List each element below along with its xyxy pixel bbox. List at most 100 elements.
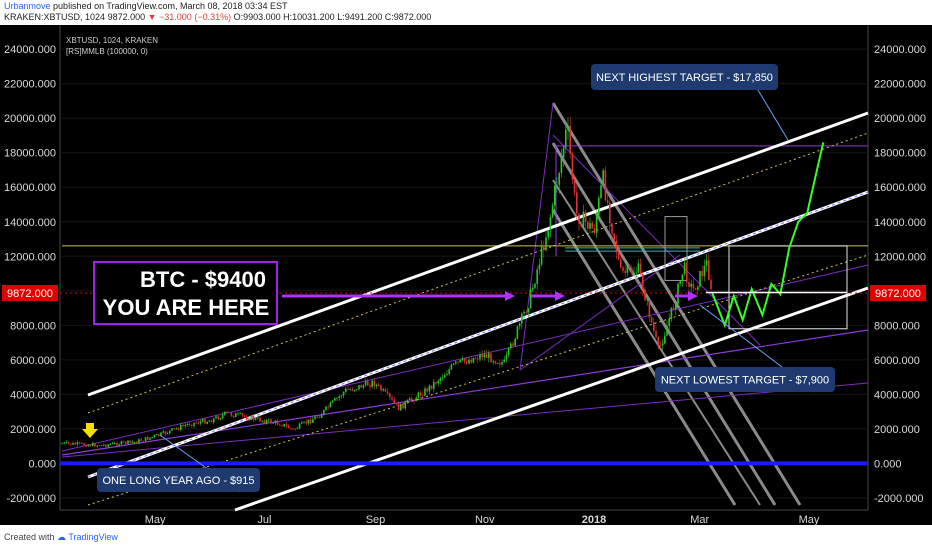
candle-body xyxy=(622,267,624,272)
x-tick-label: May xyxy=(799,514,820,525)
y-tick-label-right: 24000.000 xyxy=(874,44,926,56)
candle-body xyxy=(129,440,131,443)
y-tick-label-left: 6000.000 xyxy=(10,355,56,367)
you-are-here-label: YOU ARE HERE xyxy=(103,295,270,320)
candle-body xyxy=(422,395,424,397)
candle-body xyxy=(565,129,567,148)
candle-body xyxy=(197,422,200,424)
candle-body xyxy=(556,184,558,186)
candle-body xyxy=(276,420,279,425)
candle-body xyxy=(147,437,149,440)
candle-body xyxy=(188,423,191,426)
channel-upper xyxy=(87,111,869,397)
tradingview-brand[interactable]: TradingView xyxy=(68,532,118,542)
candle-body xyxy=(248,419,250,421)
y-tick-label-left: 12000.000 xyxy=(4,251,56,263)
candle-body xyxy=(373,380,376,387)
candle-body xyxy=(606,200,609,203)
candle-body xyxy=(659,345,662,347)
candle-body xyxy=(560,157,563,173)
fan-line xyxy=(551,209,737,506)
candle-body xyxy=(210,420,213,423)
candle-body xyxy=(413,399,415,402)
candle-body xyxy=(600,185,602,198)
candle-body xyxy=(239,413,241,415)
candle-body xyxy=(459,360,461,363)
you-are-here-box xyxy=(93,261,278,325)
candle-body xyxy=(347,388,349,390)
candle-body xyxy=(494,361,497,364)
candle-body xyxy=(206,421,208,424)
candle-body xyxy=(107,444,109,447)
btc-price-label: BTC - $9400 xyxy=(140,267,266,292)
candle-body xyxy=(76,442,79,445)
candle-body xyxy=(202,419,204,422)
candle-body xyxy=(492,361,494,363)
candle-body xyxy=(430,385,433,389)
candle-body xyxy=(338,396,340,399)
y-tick-label-left: 14000.000 xyxy=(4,217,56,229)
candle-body xyxy=(263,420,266,424)
candle-body xyxy=(228,411,230,413)
candle-body xyxy=(70,443,72,445)
candle-body xyxy=(243,415,246,417)
candle-body xyxy=(516,326,519,339)
candle-body xyxy=(525,311,527,313)
candle-body xyxy=(448,369,450,374)
y-tick-label-left: 22000.000 xyxy=(4,79,56,91)
down-arrow-icon xyxy=(82,423,98,438)
candle-body xyxy=(96,445,98,447)
candle-body xyxy=(367,381,369,386)
support-line xyxy=(61,382,869,458)
candle-body xyxy=(294,428,296,430)
candle-body xyxy=(501,362,503,365)
candle-body xyxy=(323,409,325,415)
author-link[interactable]: Urbanmove xyxy=(4,1,51,11)
support-line xyxy=(61,329,869,456)
candle-body xyxy=(604,170,607,201)
candle-body xyxy=(437,381,439,384)
candle-body xyxy=(543,245,545,251)
candle-body xyxy=(580,223,582,227)
y-tick-label-left: 0.000 xyxy=(28,458,56,470)
candle-body xyxy=(142,440,145,442)
y-tick-label-left: 2000.000 xyxy=(10,424,56,436)
candle-body xyxy=(274,420,277,423)
candle-body xyxy=(642,274,644,290)
candle-body xyxy=(710,279,712,290)
candle-body xyxy=(158,434,160,436)
candle-body xyxy=(290,428,292,429)
candle-body xyxy=(296,428,299,429)
candle-body xyxy=(195,422,197,424)
candle-body xyxy=(109,444,112,445)
candle-body xyxy=(78,442,81,444)
candle-body xyxy=(569,125,571,154)
y-tick-label-left: 8000.000 xyxy=(10,320,56,332)
candle-body xyxy=(331,400,334,403)
candle-body xyxy=(336,398,338,399)
y-tick-label-left: 20000.000 xyxy=(4,113,56,125)
y-tick-label-right: 0.000 xyxy=(874,458,902,470)
candle-body xyxy=(426,388,428,392)
candle-body xyxy=(307,419,310,424)
candle-body xyxy=(417,392,420,398)
candle-body xyxy=(644,289,646,301)
candle-body xyxy=(92,443,94,446)
y-tick-label-left: 4000.000 xyxy=(10,389,56,401)
candle-body xyxy=(675,304,677,310)
candle-body xyxy=(327,406,329,408)
candle-body xyxy=(371,380,373,387)
candle-body xyxy=(633,273,635,274)
candle-body xyxy=(169,430,171,434)
candle-body xyxy=(305,421,307,424)
candle-body xyxy=(637,263,640,273)
support-line xyxy=(519,254,681,371)
candle-body xyxy=(435,382,437,384)
candle-body xyxy=(199,421,202,424)
candle-body xyxy=(397,403,400,411)
candle-body xyxy=(389,393,391,398)
candle-body xyxy=(576,192,578,214)
candle-body xyxy=(474,357,477,359)
candle-body xyxy=(160,432,162,436)
fan-line xyxy=(551,142,777,506)
